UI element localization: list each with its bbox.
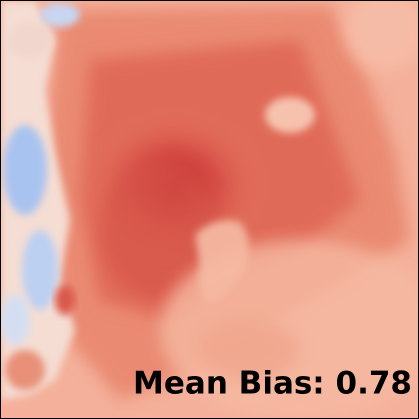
bias-map: Mean Bias: 0.78 — [0, 0, 419, 419]
mean-bias-label: Mean Bias: 0.78 — [133, 366, 412, 402]
heatmap — [0, 0, 419, 419]
page: {"map": {"annotation": "Mean Bias: 0.78"… — [0, 0, 419, 419]
